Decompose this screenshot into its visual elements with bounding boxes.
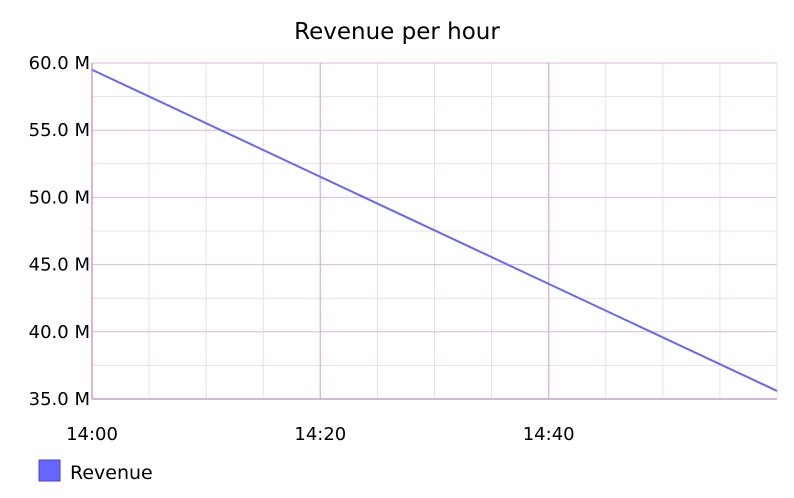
axes: [91, 63, 777, 400]
x-tick-label: 14:20: [294, 424, 346, 445]
y-tick-label: 45.0 M: [29, 255, 90, 276]
y-tick-label: 60.0 M: [29, 53, 90, 74]
series-line-revenue: [91, 68, 778, 392]
series-lines: [91, 68, 778, 392]
legend: Revenue: [38, 459, 153, 484]
y-tick-label: 55.0 M: [29, 120, 90, 141]
grid: [92, 62, 778, 400]
x-tick-label: 14:00: [66, 424, 118, 445]
y-tick-label: 50.0 M: [29, 187, 90, 208]
y-tick-labels: 60.0 M 55.0 M 50.0 M 45.0 M 40.0 M 35.0 M: [29, 53, 90, 410]
x-tick-label: 14:40: [523, 424, 575, 445]
chart-title: Revenue per hour: [294, 19, 500, 45]
y-tick-label: 35.0 M: [29, 389, 90, 410]
y-tick-label: 40.0 M: [29, 322, 90, 343]
legend-label-revenue: Revenue: [70, 462, 153, 484]
x-tick-labels: 14:00 14:20 14:40: [66, 424, 575, 445]
legend-swatch-revenue: [38, 459, 61, 482]
